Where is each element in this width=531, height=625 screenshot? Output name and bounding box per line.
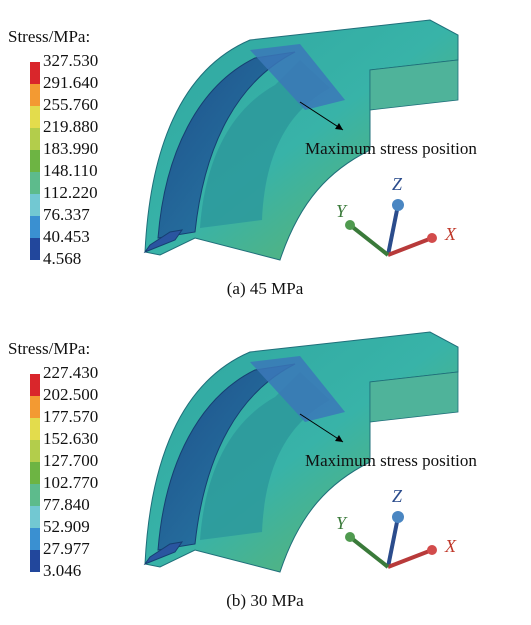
caption: (a) 45 MPa bbox=[227, 279, 304, 298]
axis-x bbox=[388, 238, 432, 255]
legend-label: 4.568 bbox=[43, 249, 81, 268]
axis-y bbox=[350, 537, 388, 567]
color-bar-segment bbox=[30, 374, 40, 396]
axis-x-head bbox=[427, 233, 437, 243]
panel: Stress/MPa: 227.430 202.500 177.570 152.630 1… bbox=[8, 332, 477, 610]
color-bar-segment bbox=[30, 172, 40, 194]
color-bar-segment bbox=[30, 194, 40, 216]
legend-label: 291.640 bbox=[43, 73, 98, 92]
color-bar-segment bbox=[30, 550, 40, 572]
legend-label: 227.430 bbox=[43, 363, 98, 382]
axis-z-head bbox=[392, 511, 404, 523]
panel: Stress/MPa: 327.530 291.640 255.760 219.880 1… bbox=[8, 20, 477, 298]
color-bar-segment bbox=[30, 396, 40, 418]
color-bar-segment bbox=[30, 506, 40, 528]
legend-label: 76.337 bbox=[43, 205, 90, 224]
legend-title: Stress/MPa: bbox=[8, 27, 90, 46]
axis-y-head bbox=[345, 532, 355, 542]
color-bar-segment bbox=[30, 150, 40, 172]
legend-label: 102.770 bbox=[43, 473, 98, 492]
axis-z-head bbox=[392, 199, 404, 211]
legend-label: 255.760 bbox=[43, 95, 98, 114]
color-bar-segment bbox=[30, 484, 40, 506]
axis-label-z: Z bbox=[392, 486, 403, 506]
axis-y-head bbox=[345, 220, 355, 230]
legend-label: 152.630 bbox=[43, 429, 98, 448]
legend-label: 77.840 bbox=[43, 495, 90, 514]
legend-label: 183.990 bbox=[43, 139, 98, 158]
legend-label: 177.570 bbox=[43, 407, 98, 426]
color-bar-segment bbox=[30, 238, 40, 260]
color-bar-segment bbox=[30, 440, 40, 462]
axis-label-x: X bbox=[444, 224, 457, 244]
annotation: Maximum stress position bbox=[305, 451, 477, 470]
color-bar-segment bbox=[30, 106, 40, 128]
color-bar-segment bbox=[30, 462, 40, 484]
axis-label-z: Z bbox=[392, 174, 403, 194]
color-bar-segment bbox=[30, 128, 40, 150]
legend-label: 148.110 bbox=[43, 161, 98, 180]
color-bar-segment bbox=[30, 62, 40, 84]
legend-label: 219.880 bbox=[43, 117, 98, 136]
axis-x bbox=[388, 550, 432, 567]
legend-label: 40.453 bbox=[43, 227, 90, 246]
axis-z bbox=[388, 517, 398, 567]
axis-label-y: Y bbox=[336, 201, 348, 221]
annotation: Maximum stress position bbox=[305, 139, 477, 158]
panels: Stress/MPa: 327.530 291.640 255.760 219.880 1… bbox=[8, 20, 477, 610]
color-bar-segment bbox=[30, 216, 40, 238]
axis-label-y: Y bbox=[336, 513, 348, 533]
axis-label-x: X bbox=[444, 536, 457, 556]
legend-title: Stress/MPa: bbox=[8, 339, 90, 358]
legend-label: 327.530 bbox=[43, 51, 98, 70]
axis-z bbox=[388, 205, 398, 255]
legend-label: 52.909 bbox=[43, 517, 90, 536]
color-bar-segment bbox=[30, 528, 40, 550]
legend-label: 3.046 bbox=[43, 561, 81, 580]
figure: Stress/MPa: 327.530 291.640 255.760 219.880 1… bbox=[0, 0, 531, 625]
legend-label: 112.220 bbox=[43, 183, 98, 202]
axis-x-head bbox=[427, 545, 437, 555]
color-bar-segment bbox=[30, 418, 40, 440]
legend-label: 202.500 bbox=[43, 385, 98, 404]
legend-label: 27.977 bbox=[43, 539, 90, 558]
legend-label: 127.700 bbox=[43, 451, 98, 470]
caption: (b) 30 MPa bbox=[226, 591, 304, 610]
color-bar-segment bbox=[30, 84, 40, 106]
axis-y bbox=[350, 225, 388, 255]
